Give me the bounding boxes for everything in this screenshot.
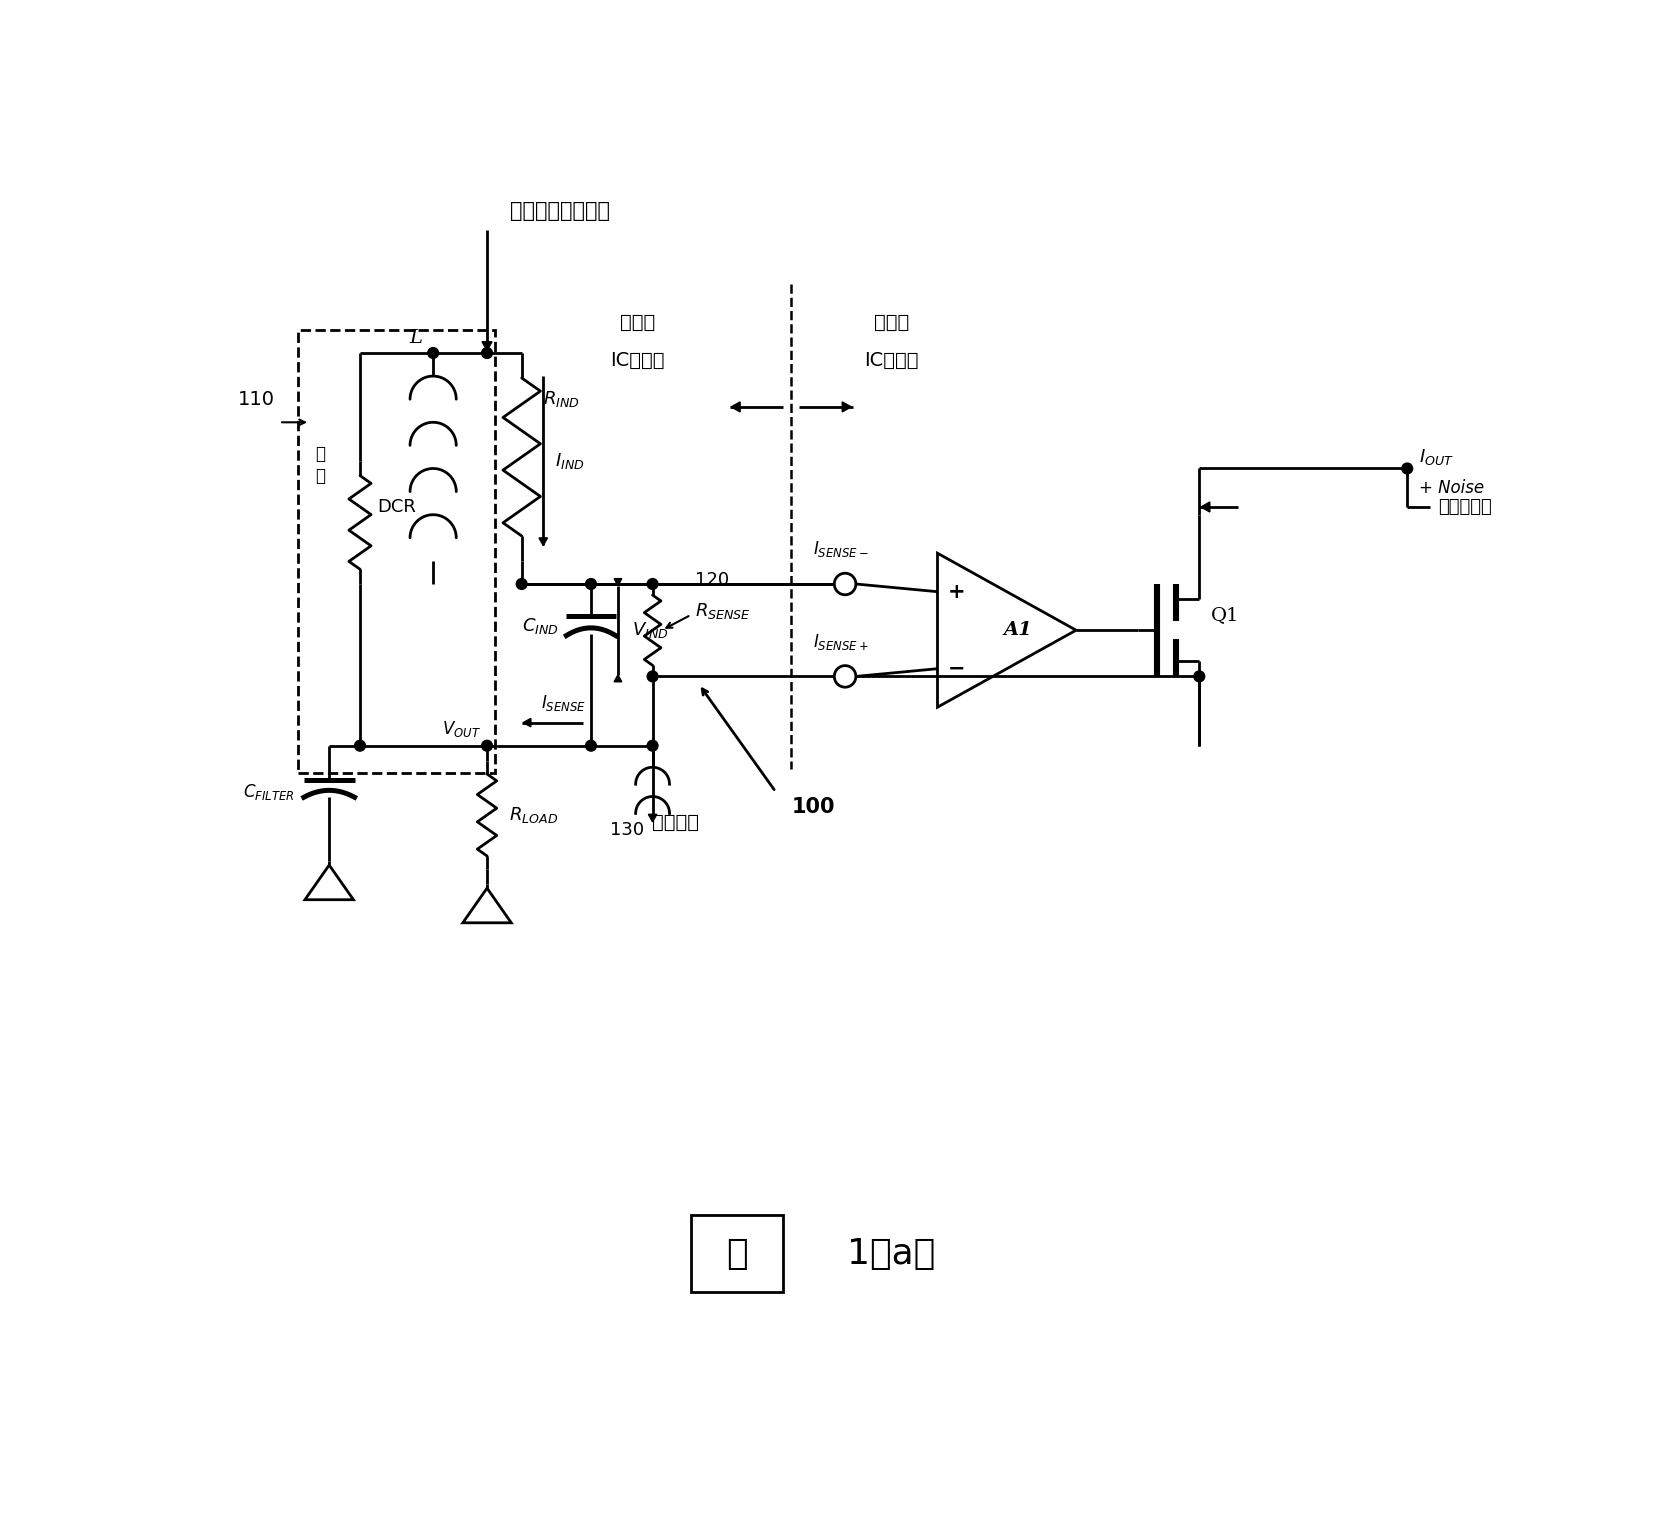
Text: 噪声耦合: 噪声耦合 bbox=[652, 814, 699, 832]
Text: A1: A1 bbox=[1004, 621, 1032, 640]
Text: $I_{SENSE-}$: $I_{SENSE-}$ bbox=[813, 540, 870, 560]
Text: $C_{FILTER}$: $C_{FILTER}$ bbox=[243, 782, 295, 802]
Text: DCR: DCR bbox=[377, 497, 416, 516]
Text: IC的内部: IC的内部 bbox=[865, 352, 918, 370]
Text: 120: 120 bbox=[696, 571, 729, 589]
Text: $R_{SENSE}$: $R_{SENSE}$ bbox=[696, 601, 751, 621]
Text: $I_{SENSE}$: $I_{SENSE}$ bbox=[541, 693, 587, 713]
Text: 脉冲宽度调制输入: 脉冲宽度调制输入 bbox=[510, 200, 610, 220]
Text: Q1: Q1 bbox=[1210, 606, 1239, 624]
Text: 图: 图 bbox=[726, 1236, 747, 1271]
Polygon shape bbox=[1200, 502, 1210, 513]
Text: −: − bbox=[949, 659, 965, 679]
Text: IC的外部: IC的外部 bbox=[610, 352, 664, 370]
Circle shape bbox=[647, 672, 659, 682]
Polygon shape bbox=[843, 402, 851, 412]
Text: 1（a）: 1（a） bbox=[846, 1236, 935, 1271]
Text: L: L bbox=[409, 329, 422, 347]
Text: 通常在: 通常在 bbox=[873, 312, 908, 332]
Text: $V_{OUT}$: $V_{OUT}$ bbox=[442, 719, 481, 739]
Text: 到其它电路: 到其它电路 bbox=[1438, 497, 1492, 516]
Circle shape bbox=[481, 347, 493, 358]
Text: $R_{IND}$: $R_{IND}$ bbox=[543, 389, 580, 409]
Polygon shape bbox=[649, 814, 657, 822]
Text: $C_{IND}$: $C_{IND}$ bbox=[521, 617, 558, 636]
Polygon shape bbox=[483, 341, 493, 350]
Polygon shape bbox=[523, 719, 531, 727]
Text: 110: 110 bbox=[238, 390, 275, 409]
Circle shape bbox=[1193, 672, 1205, 682]
Polygon shape bbox=[613, 675, 622, 682]
Polygon shape bbox=[540, 539, 548, 546]
Bar bbox=[691, 1215, 783, 1293]
Text: +: + bbox=[949, 581, 965, 601]
Text: $R_{LOAD}$: $R_{LOAD}$ bbox=[508, 805, 558, 825]
Circle shape bbox=[355, 741, 365, 751]
Text: 130: 130 bbox=[610, 822, 644, 840]
Circle shape bbox=[647, 741, 659, 751]
Polygon shape bbox=[731, 402, 741, 412]
Text: $I_{IND}$: $I_{IND}$ bbox=[555, 451, 585, 471]
Circle shape bbox=[647, 578, 659, 589]
Text: $V_{IND}$: $V_{IND}$ bbox=[632, 620, 669, 640]
Text: $I_{OUT}$: $I_{OUT}$ bbox=[1420, 447, 1453, 467]
Circle shape bbox=[427, 347, 439, 358]
Text: 电
感: 电 感 bbox=[315, 445, 325, 485]
Polygon shape bbox=[613, 578, 622, 586]
Circle shape bbox=[585, 741, 597, 751]
Text: 通常在: 通常在 bbox=[620, 312, 655, 332]
Circle shape bbox=[585, 578, 597, 589]
Circle shape bbox=[481, 741, 493, 751]
Circle shape bbox=[516, 578, 526, 589]
Text: 100: 100 bbox=[791, 797, 835, 817]
Bar bbox=[298, 330, 494, 773]
Circle shape bbox=[1401, 464, 1413, 474]
Text: + Noise: + Noise bbox=[1420, 479, 1483, 497]
Text: $I_{SENSE+}$: $I_{SENSE+}$ bbox=[813, 632, 870, 652]
